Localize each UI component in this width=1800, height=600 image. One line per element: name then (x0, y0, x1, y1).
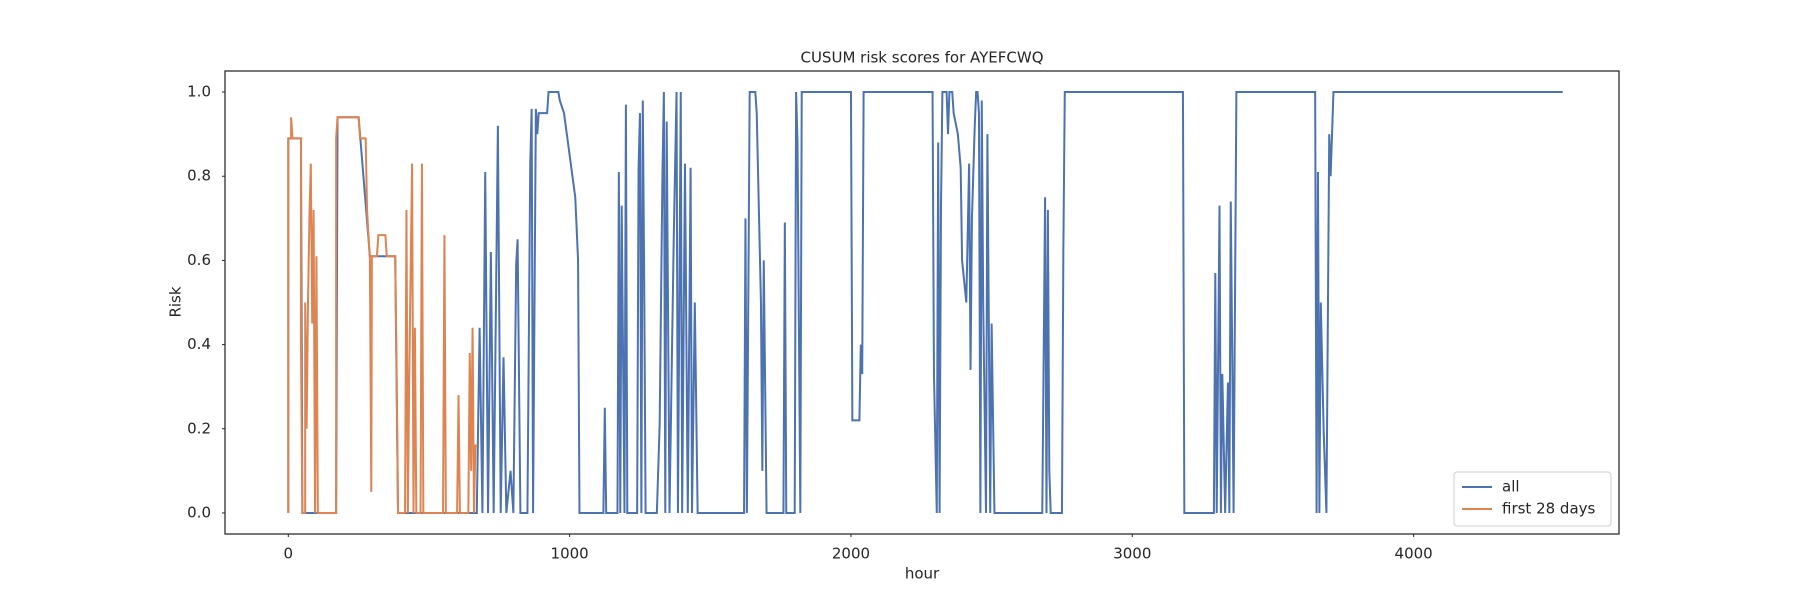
x-tick-label: 3000 (1113, 545, 1151, 563)
y-tick-label: 0.6 (187, 251, 211, 269)
y-tick-label: 0.8 (187, 167, 211, 185)
chart-title: CUSUM risk scores for AYEFCWQ (800, 49, 1043, 67)
x-tick-label: 0 (284, 545, 294, 563)
y-tick-label: 1.0 (187, 83, 211, 101)
series-line (287, 91, 1563, 514)
y-tick-label: 0.0 (187, 503, 211, 521)
series-line (287, 116, 478, 514)
x-tick-label: 2000 (832, 545, 870, 563)
x-axis-label: hour (905, 565, 940, 583)
x-tick-label: 1000 (551, 545, 589, 563)
legend-box (1453, 471, 1612, 527)
plot-frame (224, 70, 1620, 535)
legend: all first 28 days (1453, 471, 1612, 527)
x-tick-label: 4000 (1395, 545, 1433, 563)
y-axis-label: Risk (167, 286, 185, 317)
y-tick-label: 0.2 (187, 419, 211, 437)
legend-label: first 28 days (1502, 500, 1596, 518)
legend-label: all (1502, 478, 1520, 496)
y-tick-label: 0.4 (187, 335, 211, 353)
